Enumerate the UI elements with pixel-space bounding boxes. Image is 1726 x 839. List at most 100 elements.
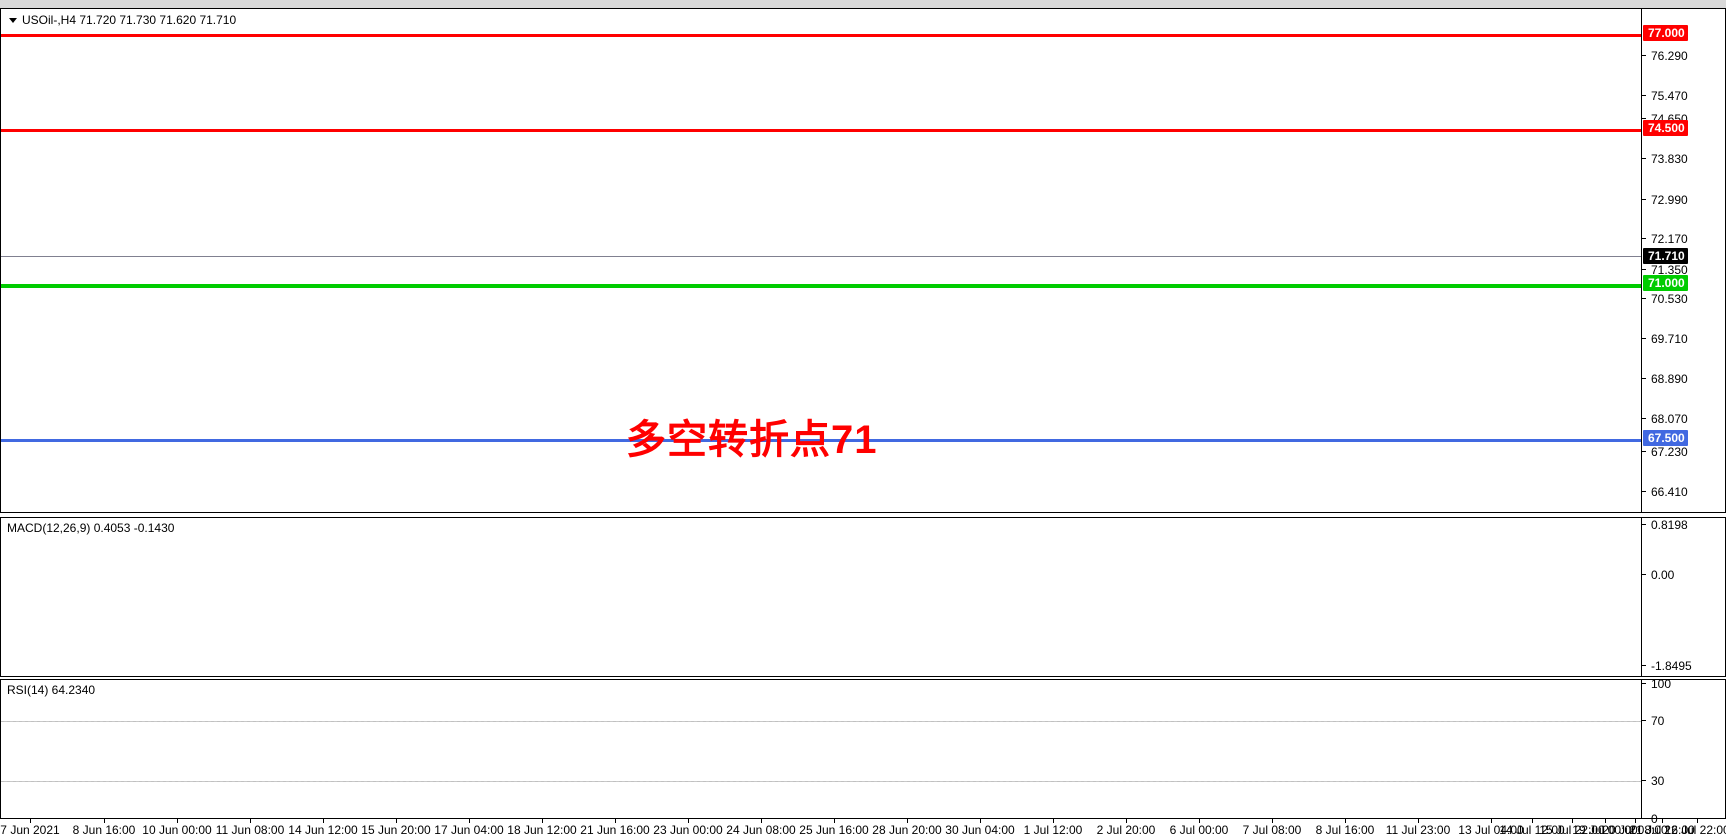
rsi-axis[interactable]: 100 70 30 0 [1641,678,1725,825]
time-axis-notch [1635,819,1636,823]
time-tick-label: 1 Jul 12:00 [1023,823,1083,837]
time-tick-label: 20 Jul 08:00 [1602,823,1668,837]
level-line-resistance-74-5[interactable] [1,129,1641,132]
price-tick-label: 68.070 [1642,413,1688,425]
level-line-support-67-5[interactable] [1,439,1641,442]
time-tick-label: 25 Jun 16:00 [799,823,869,837]
rsi-indicator-label: RSI(14) 64.2340 [7,683,96,697]
price-tick-label: 71.350 [1642,264,1688,276]
time-axis-notch [1605,819,1606,823]
price-tick-label: 67.230 [1642,446,1688,458]
price-tag-74-500[interactable]: 74.500 [1643,120,1688,136]
time-axis-notch [1491,819,1492,823]
time-tick-label: 7 Jul 08:00 [1242,823,1302,837]
macd-plot-area[interactable] [1,518,1725,676]
symbol-label: USOil-,H4 71.720 71.730 71.620 71.710 [22,13,237,27]
rsi-tick-label: 100 [1642,678,1671,690]
level-line-support-71[interactable] [1,284,1641,288]
time-axis-notch [1418,819,1419,823]
time-axis-notch [1053,819,1054,823]
price-tick-label: 75.470 [1642,90,1688,102]
caret-down-icon[interactable] [9,18,17,24]
rsi-tick-label: 30 [1642,775,1664,787]
macd-series-svg [1,518,1643,676]
time-axis-notch [1126,819,1127,823]
price-tag-71-710[interactable]: 71.710 [1643,248,1688,264]
time-tick-label: 15 Jul 22:00 [1539,823,1605,837]
level-line-last-price-line[interactable] [1,256,1641,257]
time-tick-label: 14 Jul 12:00 [1499,823,1565,837]
macd-indicator-label: MACD(12,26,9) 0.4053 -0.1430 [7,521,175,535]
time-axis-notch [907,819,908,823]
time-axis-notch [30,819,31,823]
macd-tick-label: -1.8495 [1642,660,1692,672]
time-tick-label: 21 Jun 16:00 [580,823,650,837]
macd-tick-label: 0.00 [1642,569,1674,581]
price-axis[interactable]: 77.000 76.290 75.470 74.650 74.500 73.830 72.9… [1641,9,1725,577]
time-tick-label: 8 Jun 16:00 [72,823,136,837]
time-axis-notch [1345,819,1346,823]
price-tick-label: 72.170 [1642,233,1688,245]
price-chart-pane[interactable]: USOil-,H4 71.720 71.730 71.620 71.710 多空… [0,8,1726,577]
time-axis-notch [104,819,105,823]
time-tick-label: 6 Jul 00:00 [1169,823,1229,837]
time-tick-label: 24 Jun 08:00 [726,823,796,837]
rsi-guide-70 [1,721,1725,722]
price-tag-71-000[interactable]: 71.000 [1643,275,1688,291]
price-tick-label: 66.410 [1642,486,1688,498]
time-axis-notch [1199,819,1200,823]
price-tick-label: 69.710 [1642,333,1688,345]
time-axis-notch [615,819,616,823]
time-tick-label: 8 Jul 16:00 [1315,823,1375,837]
price-tag-77-000[interactable]: 77.000 [1643,25,1688,41]
price-tag-67-500[interactable]: 67.500 [1643,430,1688,446]
time-axis-notch [761,819,762,823]
time-tick-label: 18 Jun 12:00 [507,823,577,837]
price-tick-label: 73.830 [1642,153,1688,165]
time-axis-notch [834,819,835,823]
time-tick-label: 15 Jun 20:00 [361,823,431,837]
time-tick-label: 7 Jun 2021 [0,823,60,837]
macd-pane[interactable]: MACD(12,26,9) 0.4053 -0.1430 0.8198 0.00 -… [0,517,1726,677]
time-tick-label: 28 Jun 20:00 [872,823,942,837]
time-axis-notch [1572,819,1573,823]
price-tick-label: 70.530 [1642,293,1688,305]
macd-tick-label: 0.8198 [1642,519,1688,531]
price-tick-label: 72.990 [1642,194,1688,206]
time-tick-label: 2 Jul 20:00 [1096,823,1156,837]
rsi-series-svg [1,680,1643,818]
time-axis-notch [1272,819,1273,823]
time-axis-notch [980,819,981,823]
time-tick-label: 19 Jul 00:00 [1572,823,1638,837]
rsi-pane[interactable]: RSI(14) 64.2340 100 70 30 0 [0,678,1726,825]
time-axis-notch [250,819,251,823]
time-axis-notch [177,819,178,823]
time-tick-label: 11 Jun 08:00 [215,823,285,837]
chart-annotation-text: 多空转折点71 [626,418,878,462]
time-axis-notch [469,819,470,823]
time-tick-label: 11 Jul 23:00 [1385,823,1451,837]
time-tick-label: 23 Jun 00:00 [653,823,723,837]
time-axis-notch [323,819,324,823]
time-axis-notch [1532,819,1533,823]
time-tick-label: 13 Jul 04:00 [1458,823,1524,837]
rsi-tick-label: 70 [1642,715,1664,727]
time-axis-notch [1662,819,1663,823]
time-axis-notch [396,819,397,823]
time-axis-notch [688,819,689,823]
level-line-resistance-77[interactable] [1,34,1641,37]
rsi-tick-label: 0 [1642,813,1658,825]
time-axis-notch [1697,819,1698,823]
rsi-plot-area[interactable] [1,680,1725,818]
time-tick-label: 21 Jul 16:00 [1629,823,1695,837]
time-tick-label: 22 Jul 22:00 [1664,823,1726,837]
macd-axis[interactable]: 0.8198 0.00 -1.8495 [1641,518,1725,676]
time-tick-label: 10 Jun 00:00 [142,823,212,837]
price-tick-label: 68.890 [1642,373,1688,385]
symbol-header: USOil-,H4 71.720 71.730 71.620 71.710 [9,13,236,27]
time-tick-label: 30 Jun 04:00 [945,823,1015,837]
time-axis[interactable]: 7 Jun 2021 8 Jun 16:00 10 Jun 00:00 11 Jun … [0,818,1726,839]
time-tick-label: 17 Jun 04:00 [434,823,504,837]
time-tick-label: 14 Jun 12:00 [288,823,358,837]
